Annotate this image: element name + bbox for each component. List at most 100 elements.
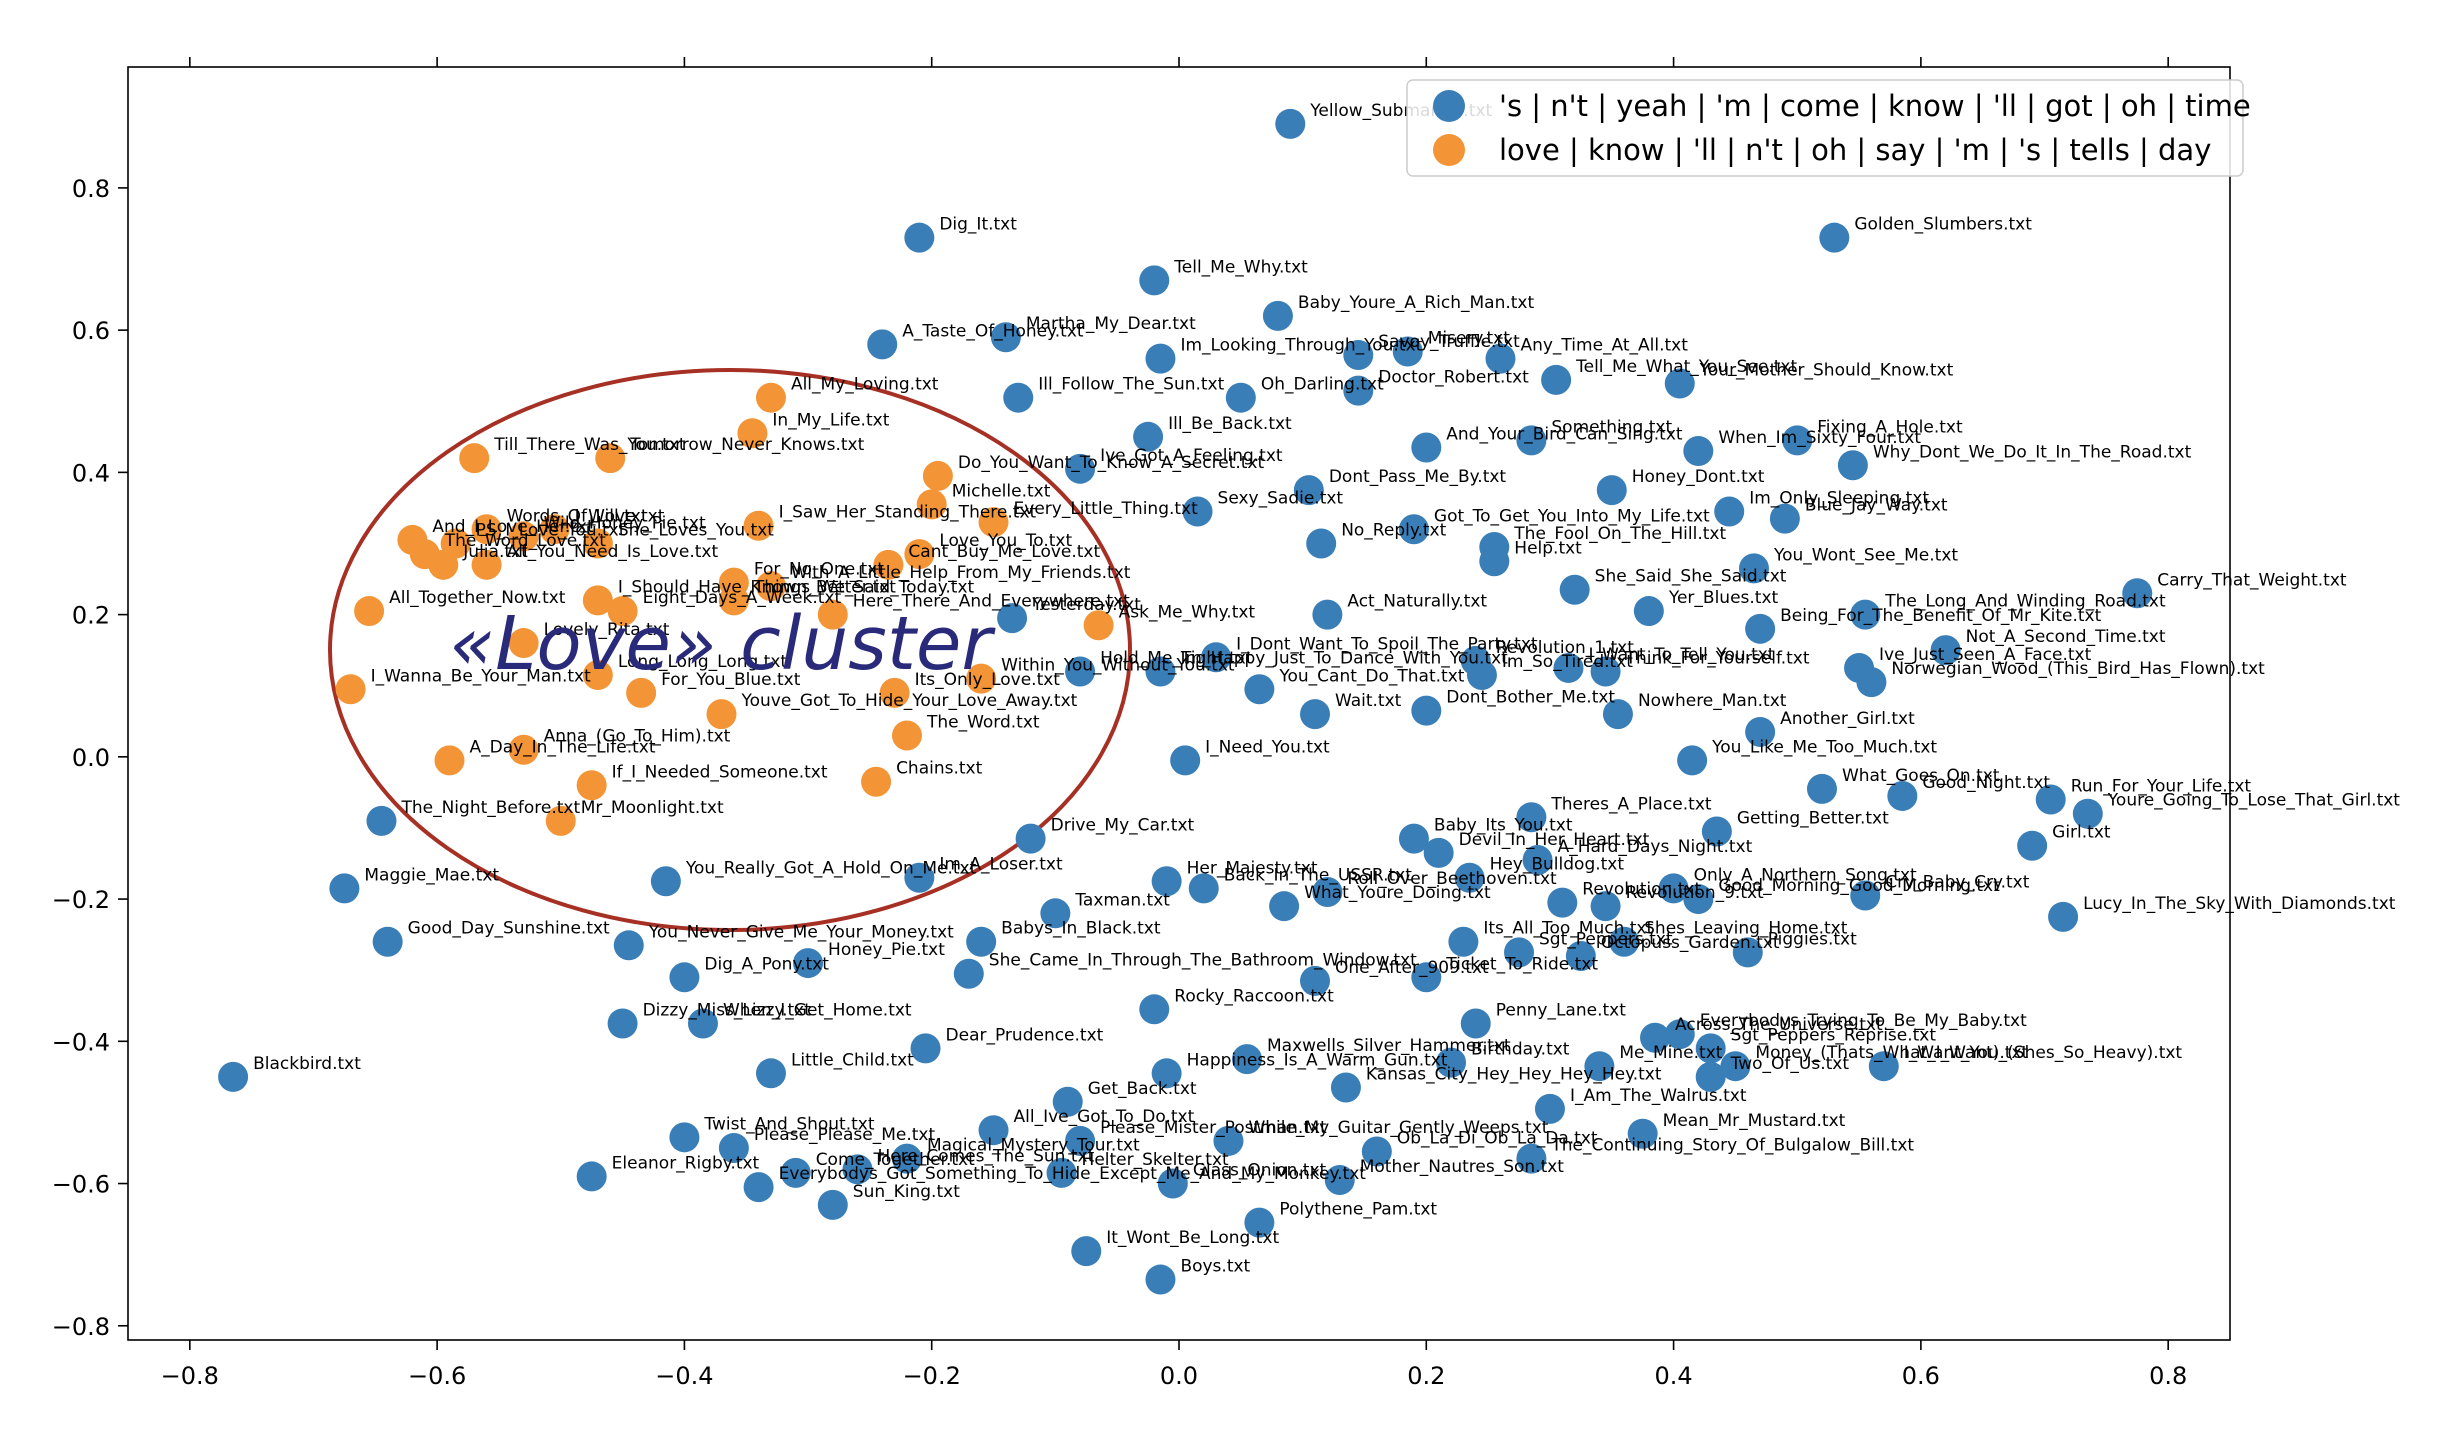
data-point bbox=[953, 958, 984, 989]
point-label: Get_Back.txt bbox=[1088, 1079, 1197, 1099]
data-point bbox=[842, 1154, 873, 1185]
point-label: Its_All_Too_Much.txt bbox=[1483, 919, 1653, 939]
point-label: The_Word_Love.txt bbox=[444, 531, 607, 551]
data-point bbox=[1541, 364, 1572, 395]
data-point bbox=[1609, 926, 1640, 957]
data-point bbox=[428, 549, 459, 580]
data-point bbox=[2048, 901, 2079, 932]
point-label: Wild_Honey_Pie.txt bbox=[544, 513, 706, 533]
data-point bbox=[904, 539, 935, 570]
data-point bbox=[1065, 453, 1096, 484]
data-point bbox=[1244, 674, 1275, 705]
data-point bbox=[1695, 1033, 1726, 1064]
legend-marker bbox=[1433, 134, 1465, 166]
y-tick-label: 0.6 bbox=[72, 317, 110, 345]
data-point bbox=[1398, 823, 1429, 854]
data-point bbox=[1633, 596, 1664, 627]
data-point bbox=[922, 460, 953, 491]
point-label: Ill_Follow_The_Sun.txt bbox=[1038, 375, 1224, 395]
data-point bbox=[2017, 830, 2048, 861]
point-label: Good_Night.txt bbox=[1922, 773, 2050, 793]
data-point bbox=[997, 603, 1028, 634]
point-label: All_Together_Now.txt bbox=[389, 588, 566, 608]
data-point bbox=[743, 510, 774, 541]
data-point bbox=[1683, 884, 1714, 915]
data-point bbox=[1720, 1051, 1751, 1082]
data-point bbox=[1293, 475, 1324, 506]
data-point bbox=[1300, 699, 1331, 730]
point-label: Glass_Onion.txt bbox=[1193, 1161, 1327, 1181]
axes-layer: −0.8 −0.6 −0.4 −0.2 0.0 0.2 0.4 0.6 0.8 −0.8 −0.6 −… bbox=[52, 57, 2231, 1390]
point-label: All_You_Need_Is_Love.txt bbox=[507, 542, 719, 562]
point-label: Magical_Mystery_Tour.txt bbox=[927, 1136, 1140, 1156]
point-label: She_Said_She_Said.txt bbox=[1595, 567, 1787, 587]
point-label: She_Loves_You.txt bbox=[618, 520, 774, 540]
data-point bbox=[607, 596, 638, 627]
point-label: Good_Morning_Good_Morning.txt bbox=[1718, 876, 2000, 896]
point-label: Do_You_Want_To_Know_A_Secret.txt bbox=[958, 453, 1265, 473]
data-point bbox=[1188, 873, 1219, 904]
data-point bbox=[1590, 891, 1621, 922]
data-point bbox=[904, 222, 935, 253]
y-tick-label: −0.2 bbox=[52, 886, 110, 914]
point-label: Yer_Blues.txt bbox=[1668, 588, 1779, 608]
point-label: For_You_Blue.txt bbox=[661, 670, 801, 690]
data-point bbox=[904, 862, 935, 893]
data-point bbox=[1040, 898, 1071, 929]
point-label: In_My_Life.txt bbox=[772, 410, 889, 430]
point-label: Youve_Got_To_Hide_Your_Love_Away.txt bbox=[741, 691, 1078, 711]
data-point bbox=[1330, 1072, 1361, 1103]
data-point bbox=[1312, 876, 1343, 907]
point-label: And_I_Love_Her.txt bbox=[432, 517, 594, 537]
x-tick-label: 0.2 bbox=[1407, 1362, 1445, 1390]
data-point bbox=[669, 1122, 700, 1153]
point-label: Im_Happy_Just_To_Dance_With_You.txt bbox=[1180, 648, 1508, 668]
point-label: Dont_Bother_Me.txt bbox=[1446, 688, 1615, 708]
point-label: Piggies.txt bbox=[1768, 929, 1857, 949]
point-label: I_Am_The_Walrus.txt bbox=[1570, 1086, 1747, 1106]
point-label: Mother_Nautres_Son.txt bbox=[1360, 1157, 1565, 1177]
data-point bbox=[582, 585, 613, 616]
point-label: Its_Only_Love.txt bbox=[915, 670, 1061, 690]
data-point bbox=[1139, 265, 1170, 296]
point-label: Doctor_Robert.txt bbox=[1378, 368, 1529, 388]
cluster-ellipse-layer bbox=[328, 368, 1132, 932]
point-label: I_Want_You_(Shes_So_Heavy).txt bbox=[1904, 1043, 2183, 1063]
legend-marker bbox=[1433, 90, 1465, 122]
data-point bbox=[354, 596, 385, 627]
point-label: Within_You_Without_You.txt bbox=[1001, 656, 1235, 676]
point-label: Eleanor_Rigby.txt bbox=[612, 1153, 760, 1173]
data-point bbox=[1343, 375, 1374, 406]
point-label: Dont_Pass_Me_By.txt bbox=[1329, 467, 1507, 487]
point-label: No_Reply.txt bbox=[1341, 520, 1446, 540]
point-label: Mr_Moonlight.txt bbox=[581, 798, 724, 818]
data-point bbox=[1602, 699, 1633, 730]
point-label: You_Like_Me_Too_Much.txt bbox=[1711, 737, 1937, 757]
point-label: Yesterday.txt bbox=[1031, 595, 1141, 615]
data-point bbox=[508, 628, 539, 659]
x-tick-label: 0.8 bbox=[2149, 1362, 2187, 1390]
point-label: Love_You_To.txt bbox=[939, 531, 1072, 551]
point-label: Ill_Be_Back.txt bbox=[1168, 414, 1292, 434]
point-label: I_Wanna_Be_Your_Man.txt bbox=[371, 666, 592, 686]
point-label: Octopuss_Garden.txt bbox=[1601, 933, 1780, 953]
data-point bbox=[1343, 340, 1374, 371]
data-point bbox=[1522, 844, 1553, 875]
point-label: Sgt_Peppers.txt bbox=[1539, 929, 1673, 949]
legend-entry: 's | n't | yeah | 'm | come | know | 'll… bbox=[1499, 89, 2251, 123]
data-point bbox=[1411, 695, 1442, 726]
point-label: Norwegian_Wood_(This_Bird_Has_Flown).txt bbox=[1891, 659, 2265, 679]
data-point bbox=[780, 1157, 811, 1188]
point-label: Dig_A_Pony.txt bbox=[704, 954, 829, 974]
point-label: You_Cant_Do_That.txt bbox=[1278, 666, 1464, 686]
data-point bbox=[1868, 1051, 1899, 1082]
point-label: PS_I_Love_You.txt bbox=[476, 520, 626, 540]
love-cluster-ellipse bbox=[328, 368, 1132, 932]
point-label: Two_Of_Us.txt bbox=[1730, 1054, 1850, 1074]
data-point bbox=[891, 720, 922, 751]
y-tick-label: 0.2 bbox=[72, 602, 110, 630]
point-label: Please_Mister_Postman.txt bbox=[1100, 1118, 1327, 1138]
data-point bbox=[2072, 798, 2103, 829]
point-label: Words_Of_Love.txt bbox=[507, 506, 665, 526]
